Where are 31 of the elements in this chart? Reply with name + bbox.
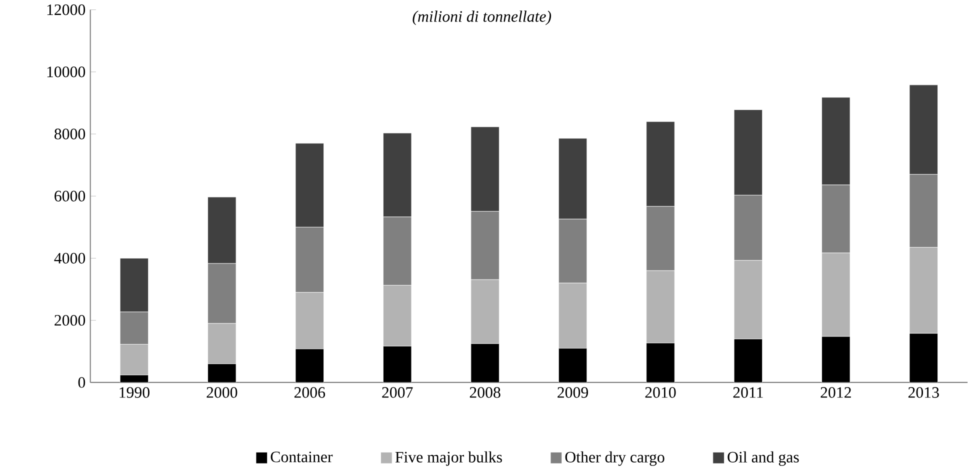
bar — [734, 338, 763, 383]
bar — [470, 344, 500, 383]
bar — [646, 342, 675, 383]
x-tick-label: 2010 — [645, 387, 676, 398]
y-tick-label: 12000 — [47, 4, 86, 16]
legend-label: Five major bulks — [395, 452, 502, 466]
y-tick-label: 2000 — [54, 315, 86, 326]
x-tick-label: 2008 — [470, 387, 500, 398]
legend-label: Container — [270, 452, 333, 462]
y-tick-label: 6000 — [54, 190, 86, 202]
x-tick-label: 2012 — [820, 387, 851, 398]
y-tick-label: 10000 — [47, 66, 86, 78]
y-tick-label: 0 — [78, 377, 86, 388]
bar — [208, 364, 236, 383]
bar — [558, 348, 588, 383]
chart-title: (milioni di tonnellate) — [412, 10, 552, 26]
legend-label: Other dry cargo — [565, 452, 664, 466]
bar — [383, 346, 412, 383]
bar — [822, 336, 850, 383]
x-tick-label: 1990 — [120, 387, 150, 398]
x-tick-label: 2007 — [382, 387, 413, 398]
bar — [909, 333, 938, 383]
x-tick-label: 2009 — [558, 387, 588, 398]
bar — [295, 348, 324, 383]
legend-label: Oil and gas — [728, 452, 799, 466]
x-tick-label: 2006 — [294, 387, 326, 398]
x-tick-label: 2000 — [206, 387, 238, 398]
y-tick-label: 4000 — [54, 253, 86, 264]
x-tick-label: 2011 — [733, 387, 763, 398]
x-tick-label: 2013 — [908, 387, 939, 398]
y-tick-label: 8000 — [54, 128, 86, 140]
